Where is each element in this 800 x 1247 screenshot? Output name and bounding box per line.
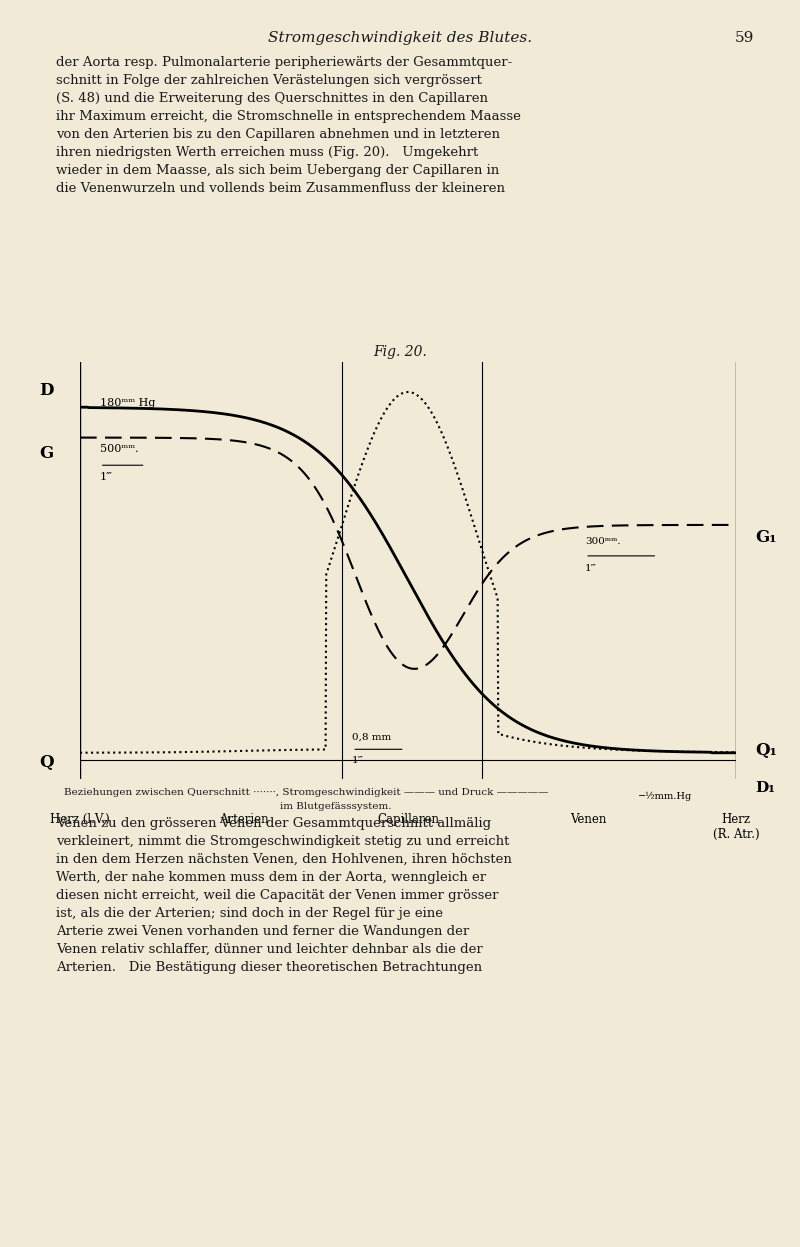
Text: Arterien: Arterien (219, 813, 269, 826)
Text: 500ᵐᵐ.: 500ᵐᵐ. (100, 444, 138, 454)
Text: 180ᵐᵐ Hg: 180ᵐᵐ Hg (100, 398, 155, 409)
Text: D₁: D₁ (756, 781, 775, 794)
Text: Herz (l.V.): Herz (l.V.) (50, 813, 110, 826)
Text: 1‴: 1‴ (100, 471, 113, 481)
Text: −½mm.Hg: −½mm.Hg (638, 792, 692, 801)
Text: Venen: Venen (570, 813, 606, 826)
Text: Venen zu den grösseren Venen der Gesammtquerschnitt allmälig
verkleinert, nimmt : Venen zu den grösseren Venen der Gesammt… (56, 817, 512, 974)
Text: Q: Q (39, 754, 54, 771)
Text: Fig. 20.: Fig. 20. (373, 345, 427, 359)
Text: Q₁: Q₁ (756, 742, 778, 758)
Text: Capillaren: Capillaren (377, 813, 439, 826)
Text: D: D (39, 383, 54, 399)
Text: 59: 59 (734, 31, 754, 45)
Text: Stromgeschwindigkeit des Blutes.: Stromgeschwindigkeit des Blutes. (268, 31, 532, 45)
Text: 300ᵐᵐ.: 300ᵐᵐ. (585, 536, 621, 546)
Text: Beziehungen zwischen Querschnitt ·······, Stromgeschwindigkeit ——— und Druck ———: Beziehungen zwischen Querschnitt ·······… (64, 788, 549, 797)
Text: der Aorta resp. Pulmonalarterie peripheriewärts der Gesammtquer-
schnitt in Folg: der Aorta resp. Pulmonalarterie peripher… (56, 56, 521, 195)
Text: 1‴: 1‴ (352, 756, 364, 766)
Text: 0,8 mm: 0,8 mm (352, 733, 391, 742)
Text: 1‴: 1‴ (585, 564, 597, 572)
Text: G: G (39, 445, 54, 463)
Text: im Blutgefässsystem.: im Blutgefässsystem. (280, 802, 391, 811)
Text: G₁: G₁ (756, 529, 777, 546)
Text: Herz
(R. Atr.): Herz (R. Atr.) (713, 813, 759, 840)
